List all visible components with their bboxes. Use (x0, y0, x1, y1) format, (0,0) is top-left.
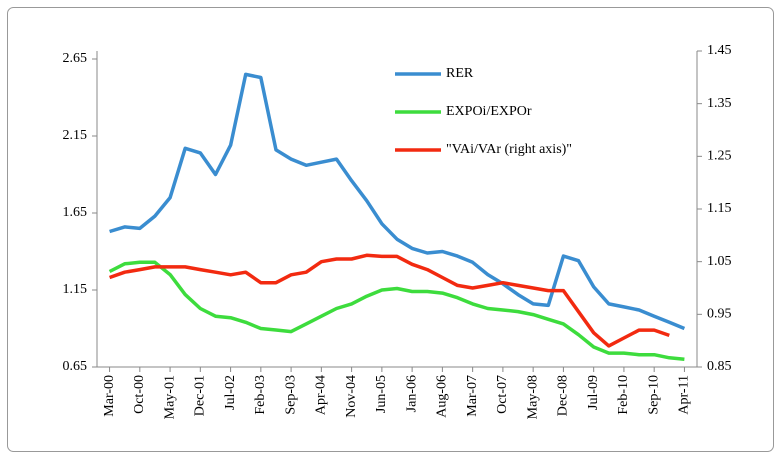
x-tick-label: Mar-07 (465, 375, 480, 417)
y2-tick-label: 0.85 (707, 359, 732, 374)
x-tick-label: Jul-09 (586, 375, 601, 410)
x-tick-label: Dec-08 (556, 375, 571, 416)
series-line (109, 72, 686, 331)
y2-tick-label: 0.95 (707, 307, 732, 322)
y2-tick-label: 1.35 (707, 96, 732, 111)
x-tick-label: Jun-05 (374, 375, 389, 413)
y-tick-label: 2.65 (63, 51, 88, 66)
x-tick-label: Sep-03 (283, 375, 298, 415)
y-tick-label: 0.65 (63, 359, 88, 374)
series-line (109, 253, 670, 348)
x-tick-label: Jul-02 (223, 375, 238, 410)
x-tick-label: Feb-10 (616, 375, 631, 415)
x-tick-label: Oct-07 (495, 375, 510, 414)
x-tick-label: May-01 (162, 375, 177, 419)
y2-tick-label: 1.05 (707, 254, 732, 269)
legend-label: "VAi/VAr (right axis)" (446, 142, 572, 157)
x-tick-label: Aug-06 (435, 375, 450, 418)
legend-label: EXPOi/EXPOr (446, 104, 532, 119)
y-tick-label: 2.15 (63, 128, 88, 143)
x-tick-label: May-08 (525, 375, 540, 419)
y-tick-label: 1.15 (63, 282, 88, 297)
y-tick-label: 1.65 (63, 205, 88, 220)
chart-border (7, 7, 774, 452)
legend-label: RER (446, 66, 474, 81)
x-tick-label: Mar-00 (102, 375, 117, 417)
y2-tick-label: 1.25 (707, 149, 732, 164)
x-tick-label: Oct-00 (132, 375, 147, 414)
x-tick-label: Sep-10 (646, 375, 661, 415)
x-tick-label: Nov-04 (344, 375, 359, 418)
y2-tick-label: 1.45 (707, 43, 732, 58)
x-tick-label: Jan-06 (404, 375, 419, 412)
x-tick-label: Apr-11 (677, 375, 692, 415)
y2-tick-label: 1.15 (707, 201, 732, 216)
x-tick-label: Dec-01 (193, 375, 208, 416)
x-tick-label: Apr-04 (314, 375, 329, 415)
x-tick-label: Feb-03 (253, 375, 268, 415)
series-line (108, 260, 685, 362)
